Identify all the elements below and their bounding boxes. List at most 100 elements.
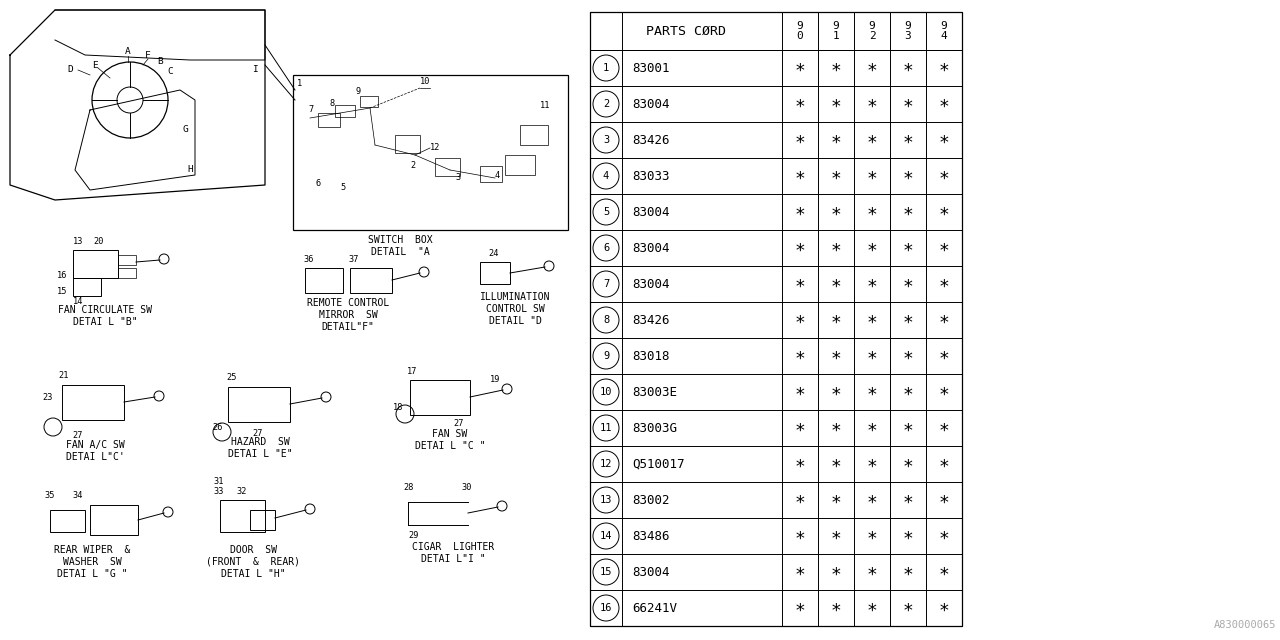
Text: 9
2: 9 2 xyxy=(869,20,876,42)
Bar xyxy=(61,385,124,420)
Text: ∗: ∗ xyxy=(902,455,914,473)
Text: ∗: ∗ xyxy=(867,491,877,509)
Bar xyxy=(90,505,138,535)
Text: DETAI L"I ": DETAI L"I " xyxy=(421,554,485,564)
Text: 11: 11 xyxy=(600,423,612,433)
Text: 27: 27 xyxy=(453,419,463,429)
Text: SWITCH  BOX: SWITCH BOX xyxy=(367,235,433,245)
Bar xyxy=(73,278,101,296)
Text: 9
4: 9 4 xyxy=(941,20,947,42)
Text: REMOTE CONTROL: REMOTE CONTROL xyxy=(307,298,389,308)
Text: ∗: ∗ xyxy=(831,275,841,293)
Bar xyxy=(590,12,963,50)
Text: 9
0: 9 0 xyxy=(796,20,804,42)
Text: ∗: ∗ xyxy=(795,203,805,221)
Text: ∗: ∗ xyxy=(938,59,950,77)
Text: 83004: 83004 xyxy=(632,97,669,111)
Text: ∗: ∗ xyxy=(795,167,805,185)
Text: ∗: ∗ xyxy=(902,347,914,365)
Text: G: G xyxy=(182,125,188,134)
Text: 5: 5 xyxy=(340,184,346,193)
Text: ∗: ∗ xyxy=(867,59,877,77)
Text: 10: 10 xyxy=(600,387,612,397)
Text: 35: 35 xyxy=(44,492,55,500)
Text: ∗: ∗ xyxy=(867,203,877,221)
Text: ∗: ∗ xyxy=(902,131,914,149)
Text: 15: 15 xyxy=(600,567,612,577)
Text: ∗: ∗ xyxy=(938,131,950,149)
Text: ∗: ∗ xyxy=(795,59,805,77)
Text: ∗: ∗ xyxy=(867,383,877,401)
Bar xyxy=(335,105,355,117)
Text: ∗: ∗ xyxy=(902,419,914,437)
Text: 12: 12 xyxy=(430,143,440,152)
Text: ∗: ∗ xyxy=(902,527,914,545)
Text: DOOR  SW: DOOR SW xyxy=(229,545,276,555)
Text: 11: 11 xyxy=(540,100,550,109)
Bar xyxy=(396,135,420,153)
Bar xyxy=(360,96,378,107)
Text: (FRONT  &  REAR): (FRONT & REAR) xyxy=(206,557,300,567)
Text: ∗: ∗ xyxy=(902,167,914,185)
Text: 10: 10 xyxy=(420,77,430,86)
Text: ILLUMINATION: ILLUMINATION xyxy=(480,292,550,302)
Bar xyxy=(317,113,340,127)
Text: ∗: ∗ xyxy=(795,275,805,293)
Text: ∗: ∗ xyxy=(795,599,805,617)
Text: 83426: 83426 xyxy=(632,314,669,326)
Text: ∗: ∗ xyxy=(938,491,950,509)
Text: DETAI L "C ": DETAI L "C " xyxy=(415,441,485,451)
Text: ∗: ∗ xyxy=(867,455,877,473)
Text: DETAI L "H": DETAI L "H" xyxy=(220,569,285,579)
Text: DETAIL "D: DETAIL "D xyxy=(489,316,541,326)
Text: ∗: ∗ xyxy=(902,563,914,581)
Text: ∗: ∗ xyxy=(831,167,841,185)
Bar xyxy=(228,387,291,422)
Text: 83033: 83033 xyxy=(632,170,669,182)
Text: 13: 13 xyxy=(73,237,83,246)
Text: ∗: ∗ xyxy=(938,311,950,329)
Text: 66241V: 66241V xyxy=(632,602,677,614)
Text: 32: 32 xyxy=(236,486,247,495)
Text: ∗: ∗ xyxy=(902,599,914,617)
Bar xyxy=(435,158,460,176)
Text: 83018: 83018 xyxy=(632,349,669,362)
Text: 3: 3 xyxy=(603,135,609,145)
Text: H: H xyxy=(187,166,193,175)
Text: 23: 23 xyxy=(42,392,52,401)
Text: FAN CIRCULATE SW: FAN CIRCULATE SW xyxy=(58,305,152,315)
Text: 34: 34 xyxy=(72,492,82,500)
Text: ∗: ∗ xyxy=(867,563,877,581)
Text: ∗: ∗ xyxy=(795,563,805,581)
Text: 19: 19 xyxy=(490,376,500,385)
Text: 30: 30 xyxy=(461,483,471,493)
Text: ∗: ∗ xyxy=(831,203,841,221)
Text: 83004: 83004 xyxy=(632,241,669,255)
Text: HAZARD  SW: HAZARD SW xyxy=(230,437,289,447)
Text: DETAI L"C': DETAI L"C' xyxy=(65,452,124,462)
Text: 6: 6 xyxy=(603,243,609,253)
Text: DETAI L "E": DETAI L "E" xyxy=(228,449,292,459)
Text: 37: 37 xyxy=(348,255,358,264)
Text: 31: 31 xyxy=(212,477,224,486)
Bar xyxy=(118,255,136,265)
Text: ∗: ∗ xyxy=(795,383,805,401)
Text: ∗: ∗ xyxy=(795,239,805,257)
Text: A830000065: A830000065 xyxy=(1213,620,1276,630)
Text: ∗: ∗ xyxy=(902,383,914,401)
Text: ∗: ∗ xyxy=(902,491,914,509)
Bar xyxy=(410,380,470,415)
Text: ∗: ∗ xyxy=(831,491,841,509)
Text: ∗: ∗ xyxy=(867,347,877,365)
Text: E: E xyxy=(92,61,97,70)
Bar xyxy=(480,262,509,284)
Text: 16: 16 xyxy=(600,603,612,613)
Text: ∗: ∗ xyxy=(795,131,805,149)
Text: ∗: ∗ xyxy=(938,239,950,257)
Text: 24: 24 xyxy=(488,248,498,257)
Bar xyxy=(118,268,136,278)
Bar xyxy=(293,75,568,230)
Text: 1: 1 xyxy=(297,79,302,88)
Text: 26: 26 xyxy=(212,422,223,431)
Text: ∗: ∗ xyxy=(902,311,914,329)
